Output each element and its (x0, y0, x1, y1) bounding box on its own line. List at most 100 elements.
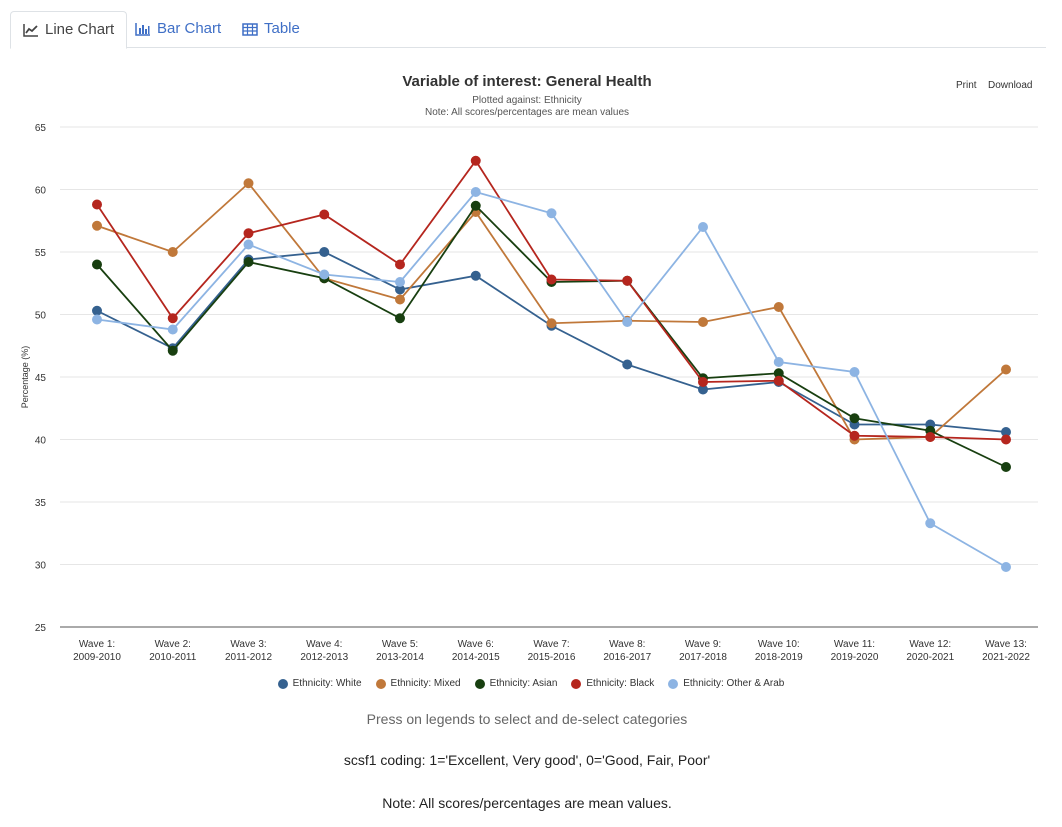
x-tick-label: 2017-2018 (679, 652, 727, 663)
data-point (243, 228, 254, 239)
x-tick-label: 2016-2017 (603, 652, 651, 663)
data-point (546, 274, 557, 285)
data-point (546, 208, 557, 219)
x-tick-label: Wave 1: (79, 639, 115, 650)
data-point (470, 200, 481, 211)
print-button[interactable]: Print (956, 80, 977, 91)
y-tick-label: 35 (35, 498, 47, 509)
series-line (96, 190, 1007, 568)
data-point (395, 313, 405, 324)
data-point (92, 259, 102, 270)
x-tick-label: 2013-2014 (376, 652, 424, 663)
y-tick-label: 55 (35, 248, 47, 259)
x-tick-label: Wave 5: (382, 639, 418, 650)
line-chart-icon (23, 24, 38, 37)
data-point (622, 317, 633, 327)
tab-table[interactable]: Table (230, 11, 312, 47)
x-tick-label: 2010-2011 (149, 652, 197, 663)
tab-label: Bar Chart (157, 20, 222, 37)
x-tick-label: Wave 11: (834, 639, 875, 650)
chart-subtitle: Plotted against: Ethnicity (472, 95, 582, 106)
legend-label: Ethnicity: Other & Arab (683, 678, 785, 689)
legend-hint: Press on legends to select and de-select… (366, 711, 688, 727)
x-tick-label: 2015-2016 (528, 652, 576, 663)
legend-item[interactable]: Ethnicity: Asian (474, 678, 558, 689)
legend-label: Ethnicity: Mixed (390, 678, 461, 689)
legend-marker (474, 678, 485, 689)
data-point (395, 277, 405, 287)
download-button[interactable]: Download (988, 80, 1033, 91)
tab-line-chart[interactable]: Line Chart (10, 11, 128, 49)
y-tick-label: 45 (35, 373, 47, 384)
data-point (319, 209, 330, 220)
data-point (925, 518, 936, 529)
y-tick-label: 30 (35, 561, 47, 572)
x-tick-label: Wave 8: (609, 639, 645, 650)
data-point (167, 324, 178, 335)
data-point (773, 302, 784, 312)
tab-bar-chart[interactable]: Bar Chart (123, 11, 233, 47)
data-point (395, 294, 405, 305)
legend-label: Ethnicity: Asian (489, 678, 558, 689)
data-point (546, 318, 557, 329)
data-point (319, 247, 330, 257)
coding-note: scsf1 coding: 1='Excellent, Very good', … (343, 752, 711, 768)
data-point (622, 275, 633, 286)
x-tick-label: Wave 4: (306, 639, 342, 650)
y-tick-label: 40 (35, 436, 47, 447)
data-point (395, 284, 405, 295)
data-point (849, 367, 860, 377)
y-tick-label: 60 (35, 186, 47, 197)
legend-item[interactable]: Ethnicity: Other & Arab (668, 678, 784, 689)
x-tick-label: 2012-2013 (300, 652, 348, 663)
data-point (1001, 462, 1011, 472)
legend-item[interactable]: Ethnicity: Black (571, 678, 654, 689)
data-point (92, 314, 102, 325)
series-line (96, 204, 1007, 468)
data-point (167, 345, 178, 356)
y-tick-label: 50 (35, 311, 47, 322)
x-tick-label: Wave 6: (458, 639, 494, 650)
legend-item[interactable]: Ethnicity: Mixed (375, 678, 461, 689)
table-icon (242, 22, 258, 36)
legend-item[interactable]: Ethnicity: White (277, 678, 362, 689)
data-point (1001, 427, 1011, 437)
x-tick-label: 2019-2020 (831, 652, 879, 663)
data-point (622, 359, 633, 370)
x-tick-label: Wave 13: (985, 639, 1027, 650)
legend-marker (277, 678, 288, 689)
tab-label: Line Chart (45, 21, 115, 38)
data-point (698, 377, 708, 387)
x-tick-label: 2021-2022 (982, 652, 1030, 663)
y-axis-label: Percentage (%) (20, 346, 30, 409)
data-point (773, 375, 784, 386)
data-point (243, 239, 254, 250)
line-chart: 65 60 55 50 45 40 35 30 25 Percentage (%) Wave 1: 2… (20, 123, 1038, 663)
x-tick-label: Wave 9: (685, 639, 721, 650)
y-tick-label: 65 (35, 123, 47, 134)
data-point (92, 199, 102, 210)
data-point (698, 222, 708, 232)
y-tick-label: 25 (35, 623, 47, 634)
data-point (849, 430, 860, 441)
data-point (243, 257, 254, 267)
legend-marker (375, 678, 386, 689)
tab-label: Table (264, 20, 300, 37)
chart-note: Note: All scores/percentages are mean va… (425, 107, 629, 118)
data-point (92, 305, 102, 316)
data-point (470, 155, 481, 166)
data-point (773, 357, 784, 367)
legend-label: Ethnicity: Black (586, 678, 655, 689)
chart-title: Variable of interest: General Health (402, 73, 652, 90)
data-point (167, 313, 178, 324)
data-point (1001, 434, 1011, 445)
x-tick-label: 2018-2019 (755, 652, 803, 663)
x-tick-label: 2009-2010 (73, 652, 121, 663)
data-point (1001, 364, 1011, 375)
data-point (319, 269, 330, 280)
data-point (773, 368, 784, 379)
x-tick-label: Wave 10: (758, 639, 800, 650)
data-point (470, 270, 481, 281)
x-tick-label: 2011-2012 (225, 652, 273, 663)
chart-tabs: Line Chart Bar Chart Table (10, 11, 1046, 49)
